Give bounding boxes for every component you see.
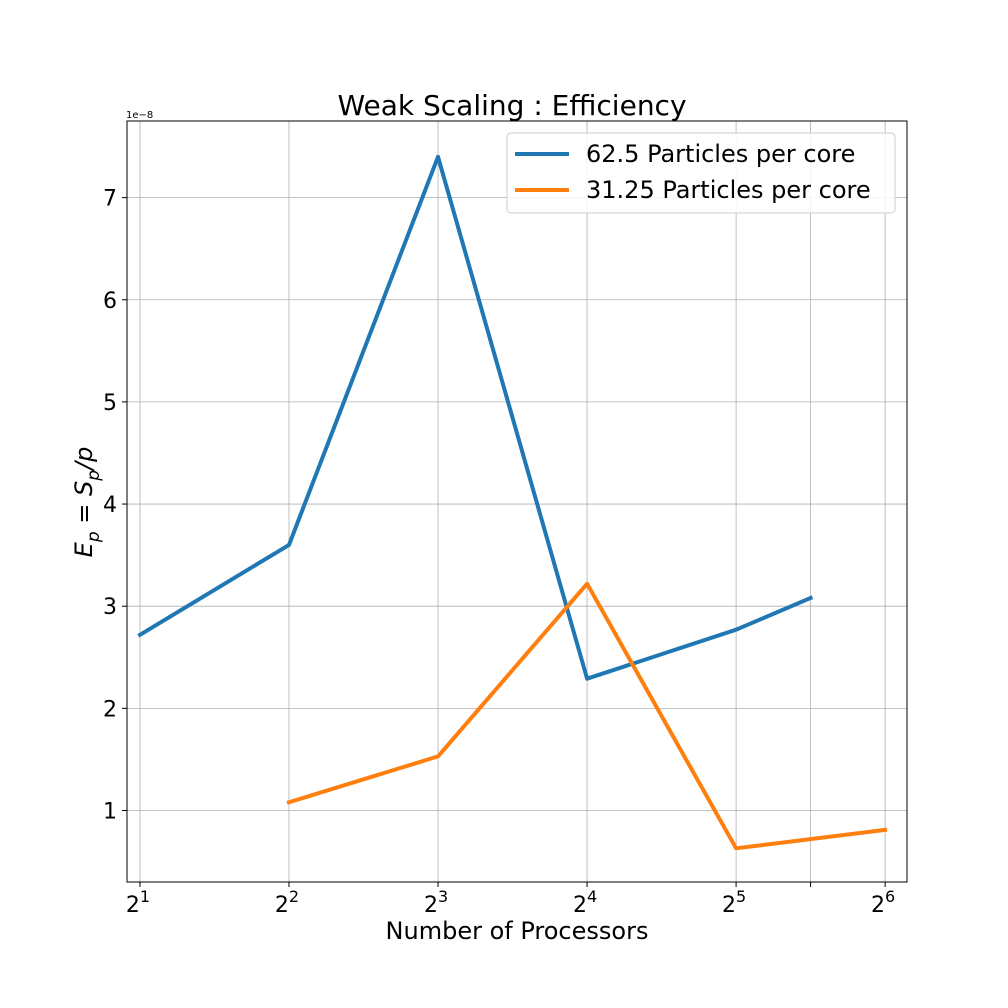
x-tick-label: 23 bbox=[424, 887, 448, 918]
x-axis-label: Number of Processors bbox=[386, 917, 649, 945]
y-tick-label: 5 bbox=[103, 391, 117, 416]
x-tick-label: 24 bbox=[573, 887, 597, 918]
y-label-base: E bbox=[70, 541, 98, 557]
y-tick-label: 6 bbox=[103, 289, 117, 314]
legend-label-series-2: 31.25 Particles per core bbox=[586, 176, 871, 204]
y-label-tail: /p bbox=[70, 447, 98, 472]
series-line-1 bbox=[137, 154, 814, 681]
legend-box bbox=[506, 132, 896, 214]
legend: 62.5 Particles per core 31.25 Particles … bbox=[506, 132, 896, 214]
y-tick-label: 7 bbox=[103, 187, 117, 212]
legend-label-series-1: 62.5 Particles per core bbox=[586, 140, 855, 168]
y-axis-label: Ep = Sp/p bbox=[70, 447, 104, 558]
y-label-sub1: p bbox=[84, 531, 104, 543]
y-label-sub2: p bbox=[84, 470, 104, 482]
y-tick-label: 3 bbox=[103, 595, 117, 620]
y-offset-label: 1e−8 bbox=[126, 110, 153, 121]
plot-frame bbox=[126, 120, 908, 883]
y-tick-label: 1 bbox=[103, 799, 117, 824]
x-tick-label: 25 bbox=[722, 887, 746, 918]
y-tick-label: 2 bbox=[103, 697, 117, 722]
y-label-mid: = S bbox=[70, 481, 98, 532]
x-tick-label: 22 bbox=[275, 887, 299, 918]
chart-title: Weak Scaling : Efficiency bbox=[337, 89, 686, 122]
series-line-2 bbox=[286, 581, 888, 851]
x-tick-label: 26 bbox=[871, 887, 895, 918]
y-tick-label: 4 bbox=[103, 493, 117, 518]
series-lines bbox=[137, 154, 888, 851]
x-tick-label: 21 bbox=[126, 887, 150, 918]
